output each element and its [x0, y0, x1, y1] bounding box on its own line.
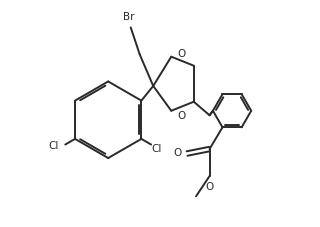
Text: Cl: Cl: [152, 143, 162, 153]
Text: Cl: Cl: [48, 140, 59, 150]
Text: O: O: [205, 181, 214, 191]
Text: O: O: [177, 48, 185, 58]
Text: O: O: [174, 147, 182, 157]
Text: O: O: [177, 110, 185, 120]
Text: Br: Br: [123, 12, 134, 22]
